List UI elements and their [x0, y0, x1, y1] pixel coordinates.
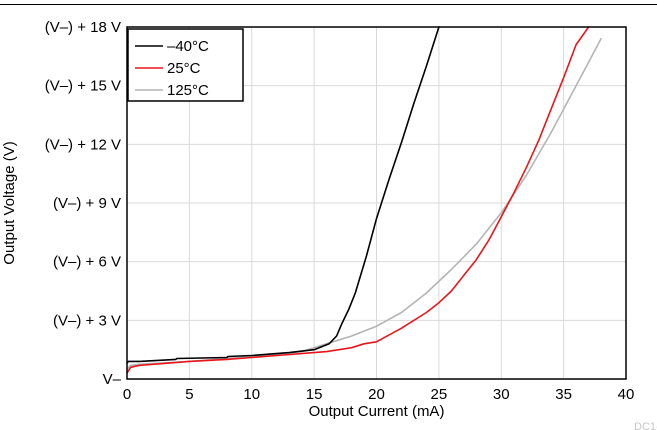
- y-tick-label: (V–) + 6 V: [53, 254, 121, 271]
- y-tick-label: (V–) + 9 V: [53, 195, 121, 212]
- x-tick-label: 5: [185, 386, 193, 403]
- y-tick-label: (V–) + 18 V: [45, 19, 121, 36]
- y-tick-label: V–: [103, 371, 122, 388]
- legend-box: [127, 28, 244, 102]
- y-tick-labels: V– (V–) + 3 V (V–) + 6 V (V–) + 9 V (V–) + 1…: [45, 19, 122, 388]
- y-tick-label: (V–) + 3 V: [53, 312, 121, 329]
- legend-label-25c: 25°C: [167, 60, 201, 77]
- x-tick-labels: 0 5 10 15 20 25 30 35 40: [123, 386, 635, 403]
- figure-id-watermark: DC1-: [634, 421, 657, 430]
- top-rule: [0, 4, 657, 5]
- x-tick-label: 35: [555, 386, 572, 403]
- series-line-minus40c: [126, 26, 440, 365]
- x-tick-label: 40: [618, 386, 635, 403]
- grid-lines: [127, 27, 626, 379]
- y-axis-title: Output Voltage (V): [1, 141, 18, 264]
- x-tick-label: 15: [306, 386, 323, 403]
- series-line-25c: [126, 26, 590, 374]
- legend: –40°C 25°C 125°C: [127, 28, 244, 102]
- x-tick-label: 25: [431, 386, 448, 403]
- y-tick-label: (V–) + 15 V: [45, 78, 121, 95]
- x-axis-title: Output Current (mA): [309, 403, 445, 420]
- legend-label-minus40c: –40°C: [167, 38, 209, 55]
- x-tick-label: 0: [123, 386, 131, 403]
- series-layer: [126, 26, 602, 374]
- y-tick-label: (V–) + 12 V: [45, 136, 121, 153]
- x-tick-label: 30: [493, 386, 510, 403]
- plot-frame: [126, 26, 627, 380]
- x-tick-label: 20: [368, 386, 385, 403]
- x-tick-label: 10: [243, 386, 260, 403]
- legend-label-125c: 125°C: [167, 82, 209, 99]
